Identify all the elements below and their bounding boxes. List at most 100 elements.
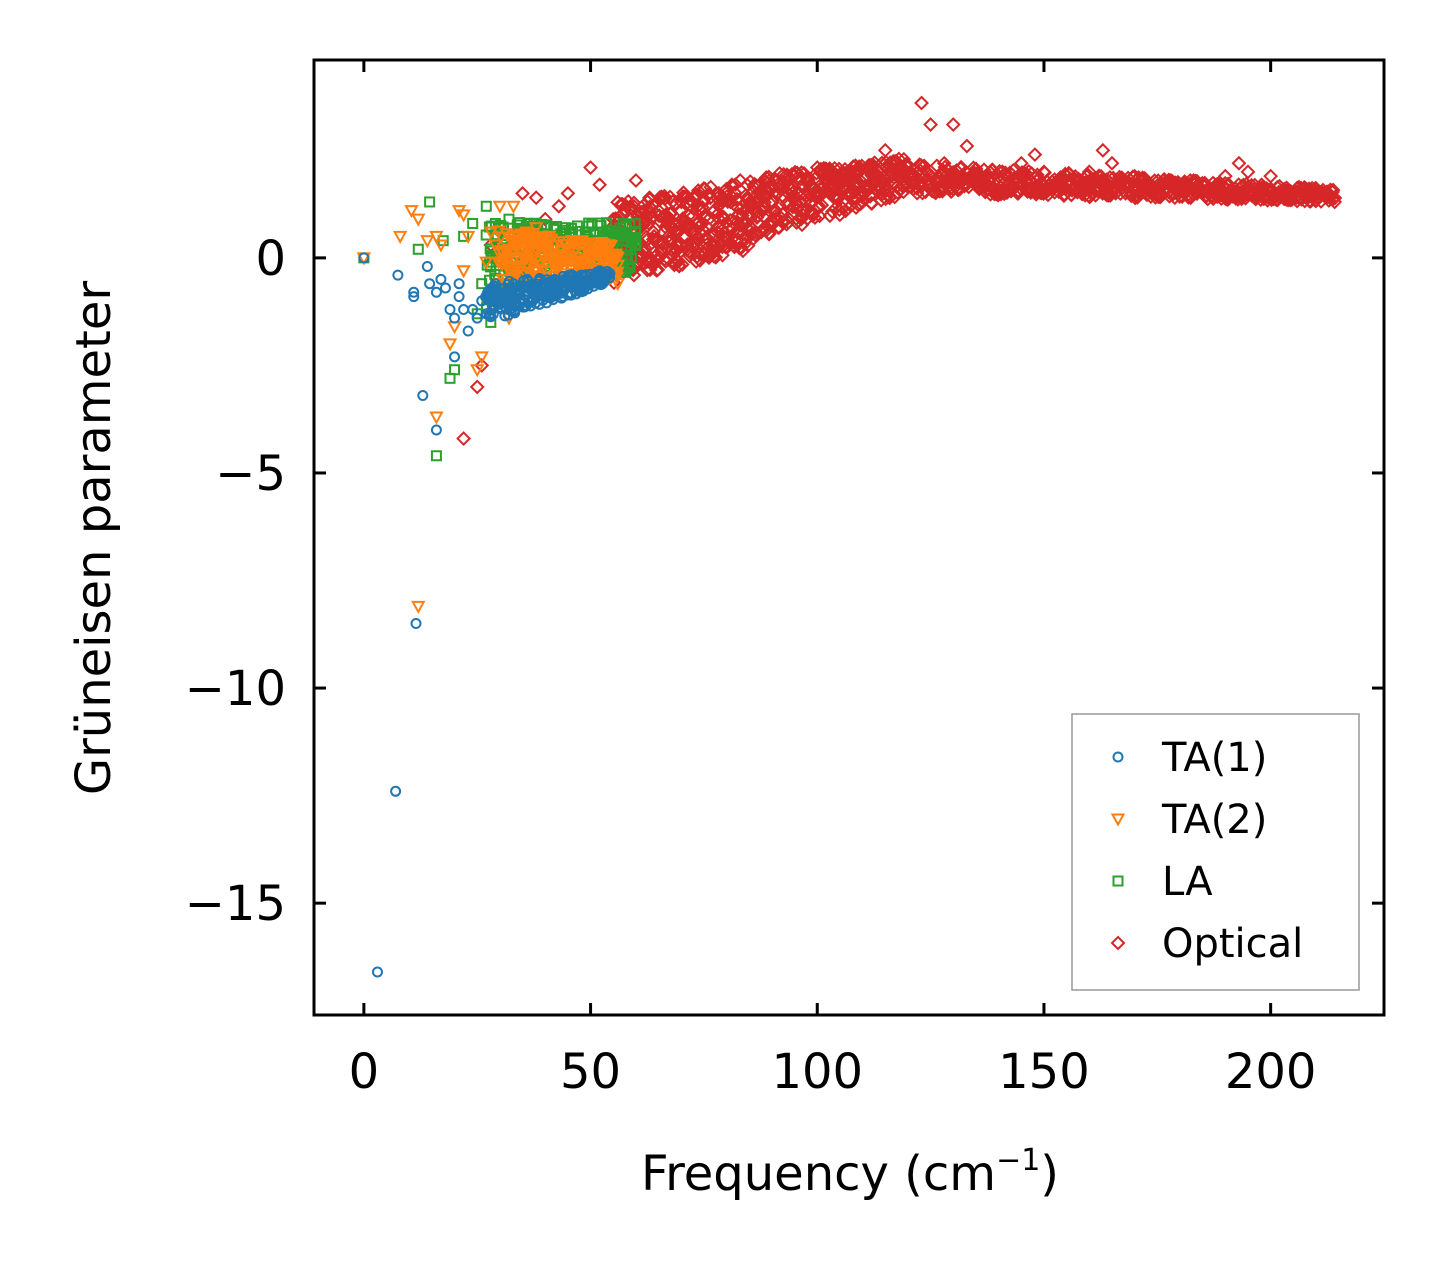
data-point-ta-1 — [507, 278, 519, 290]
data-point-optical — [824, 204, 840, 220]
data-point-optical — [642, 190, 657, 206]
data-point-optical — [764, 181, 780, 197]
data-point-optical — [751, 177, 767, 193]
data-point-optical — [1149, 181, 1165, 197]
data-point-ta-2 — [456, 265, 471, 279]
data-point-optical — [515, 185, 530, 201]
data-point-ta-1 — [453, 278, 465, 290]
legend-label-la: LA — [1162, 859, 1213, 905]
data-point-la — [449, 364, 461, 376]
data-point-ta-1 — [503, 286, 515, 298]
data-point-optical — [628, 173, 644, 188]
data-point-optical — [656, 236, 671, 252]
data-point-optical — [809, 160, 825, 175]
x-axis-title-close: ) — [1040, 1146, 1059, 1202]
data-point-la — [424, 196, 436, 208]
data-point-optical — [592, 177, 608, 193]
data-point-ta-2 — [601, 240, 617, 254]
data-point-optical — [732, 173, 748, 188]
data-point-optical — [814, 197, 830, 213]
x-axis-title-main: Frequency (cm — [641, 1146, 996, 1202]
data-point-optical — [696, 194, 712, 210]
data-point-ta-1 — [603, 269, 615, 281]
data-point-optical — [1127, 168, 1143, 184]
y-tick-label: 0 — [255, 231, 286, 287]
data-point-optical — [1050, 177, 1065, 193]
data-point-la — [467, 217, 479, 229]
data-point-la — [617, 217, 629, 229]
data-point-ta-1 — [462, 325, 474, 337]
data-point-optical — [896, 151, 912, 167]
data-point-optical — [687, 228, 703, 244]
data-point-ta-2 — [442, 338, 458, 352]
data-point-optical — [787, 190, 803, 206]
data-point-ta-2 — [488, 239, 503, 253]
data-point-optical — [679, 195, 695, 211]
data-point-optical — [767, 202, 783, 218]
data-point-optical — [807, 210, 823, 226]
data-point-optical — [671, 257, 687, 273]
y-tick-label: −5 — [215, 446, 286, 502]
data-point-optical — [915, 159, 931, 174]
data-point-optical — [868, 173, 884, 188]
data-point-la — [412, 243, 424, 255]
plot-area — [356, 95, 1343, 978]
data-point-optical — [855, 194, 871, 210]
legend-label-optical: Optical — [1162, 921, 1303, 967]
data-point-optical — [1276, 181, 1292, 197]
data-point-ta-2 — [497, 252, 512, 266]
data-point-optical — [812, 208, 827, 224]
data-point-ta-2 — [610, 278, 625, 292]
data-point-ta-1 — [421, 260, 433, 272]
data-point-ta-2 — [592, 243, 607, 257]
data-point-optical — [1172, 181, 1188, 197]
data-point-optical — [673, 194, 689, 210]
data-point-optical — [755, 203, 771, 218]
data-point-ta-2 — [420, 235, 435, 249]
data-point-ta-2 — [456, 209, 471, 223]
data-point-optical — [1327, 190, 1343, 206]
data-point-ta-2 — [574, 260, 589, 275]
data-point-ta-2 — [577, 259, 592, 273]
data-point-optical — [1208, 177, 1224, 193]
data-point-optical — [846, 177, 862, 193]
data-point-optical — [1118, 185, 1133, 201]
data-point-ta-2 — [429, 411, 444, 425]
data-point-optical — [651, 203, 666, 218]
data-point-optical — [664, 242, 680, 257]
x-tick-label: 0 — [349, 1044, 380, 1100]
data-point-optical — [1140, 177, 1156, 193]
data-point-optical — [945, 117, 961, 132]
data-point-optical — [1077, 187, 1093, 203]
x-tick-label: 200 — [1225, 1044, 1317, 1100]
data-point-optical — [746, 231, 761, 247]
data-point-ta-2 — [528, 222, 544, 236]
data-point-la — [503, 213, 515, 225]
data-point-ta-1 — [471, 312, 483, 324]
data-point-la — [616, 230, 628, 242]
data-point-optical — [551, 198, 567, 214]
series-ta-1 — [358, 252, 616, 978]
data-point-optical — [1072, 173, 1088, 188]
data-point-la — [629, 218, 641, 230]
data-point-ta-2 — [460, 230, 476, 244]
x-axis-title-superscript: −1 — [996, 1143, 1040, 1178]
legend-marker-ta-2 — [1110, 813, 1126, 827]
data-point-optical — [991, 168, 1007, 184]
data-point-optical — [660, 211, 676, 227]
data-point-optical — [696, 191, 712, 207]
data-point-ta-1 — [576, 269, 587, 281]
data-point-optical — [690, 183, 706, 199]
data-point-optical — [474, 358, 490, 373]
data-point-ta-1 — [449, 312, 461, 324]
data-point-ta-1 — [430, 286, 442, 298]
data-point-ta-1 — [494, 291, 506, 303]
data-point-optical — [1263, 168, 1279, 184]
data-point-optical — [728, 177, 743, 192]
data-point-optical — [1240, 164, 1256, 180]
data-point-optical — [1163, 173, 1179, 188]
data-point-la — [625, 252, 637, 264]
legend-box — [1071, 713, 1360, 991]
data-point-ta-2 — [608, 250, 624, 265]
